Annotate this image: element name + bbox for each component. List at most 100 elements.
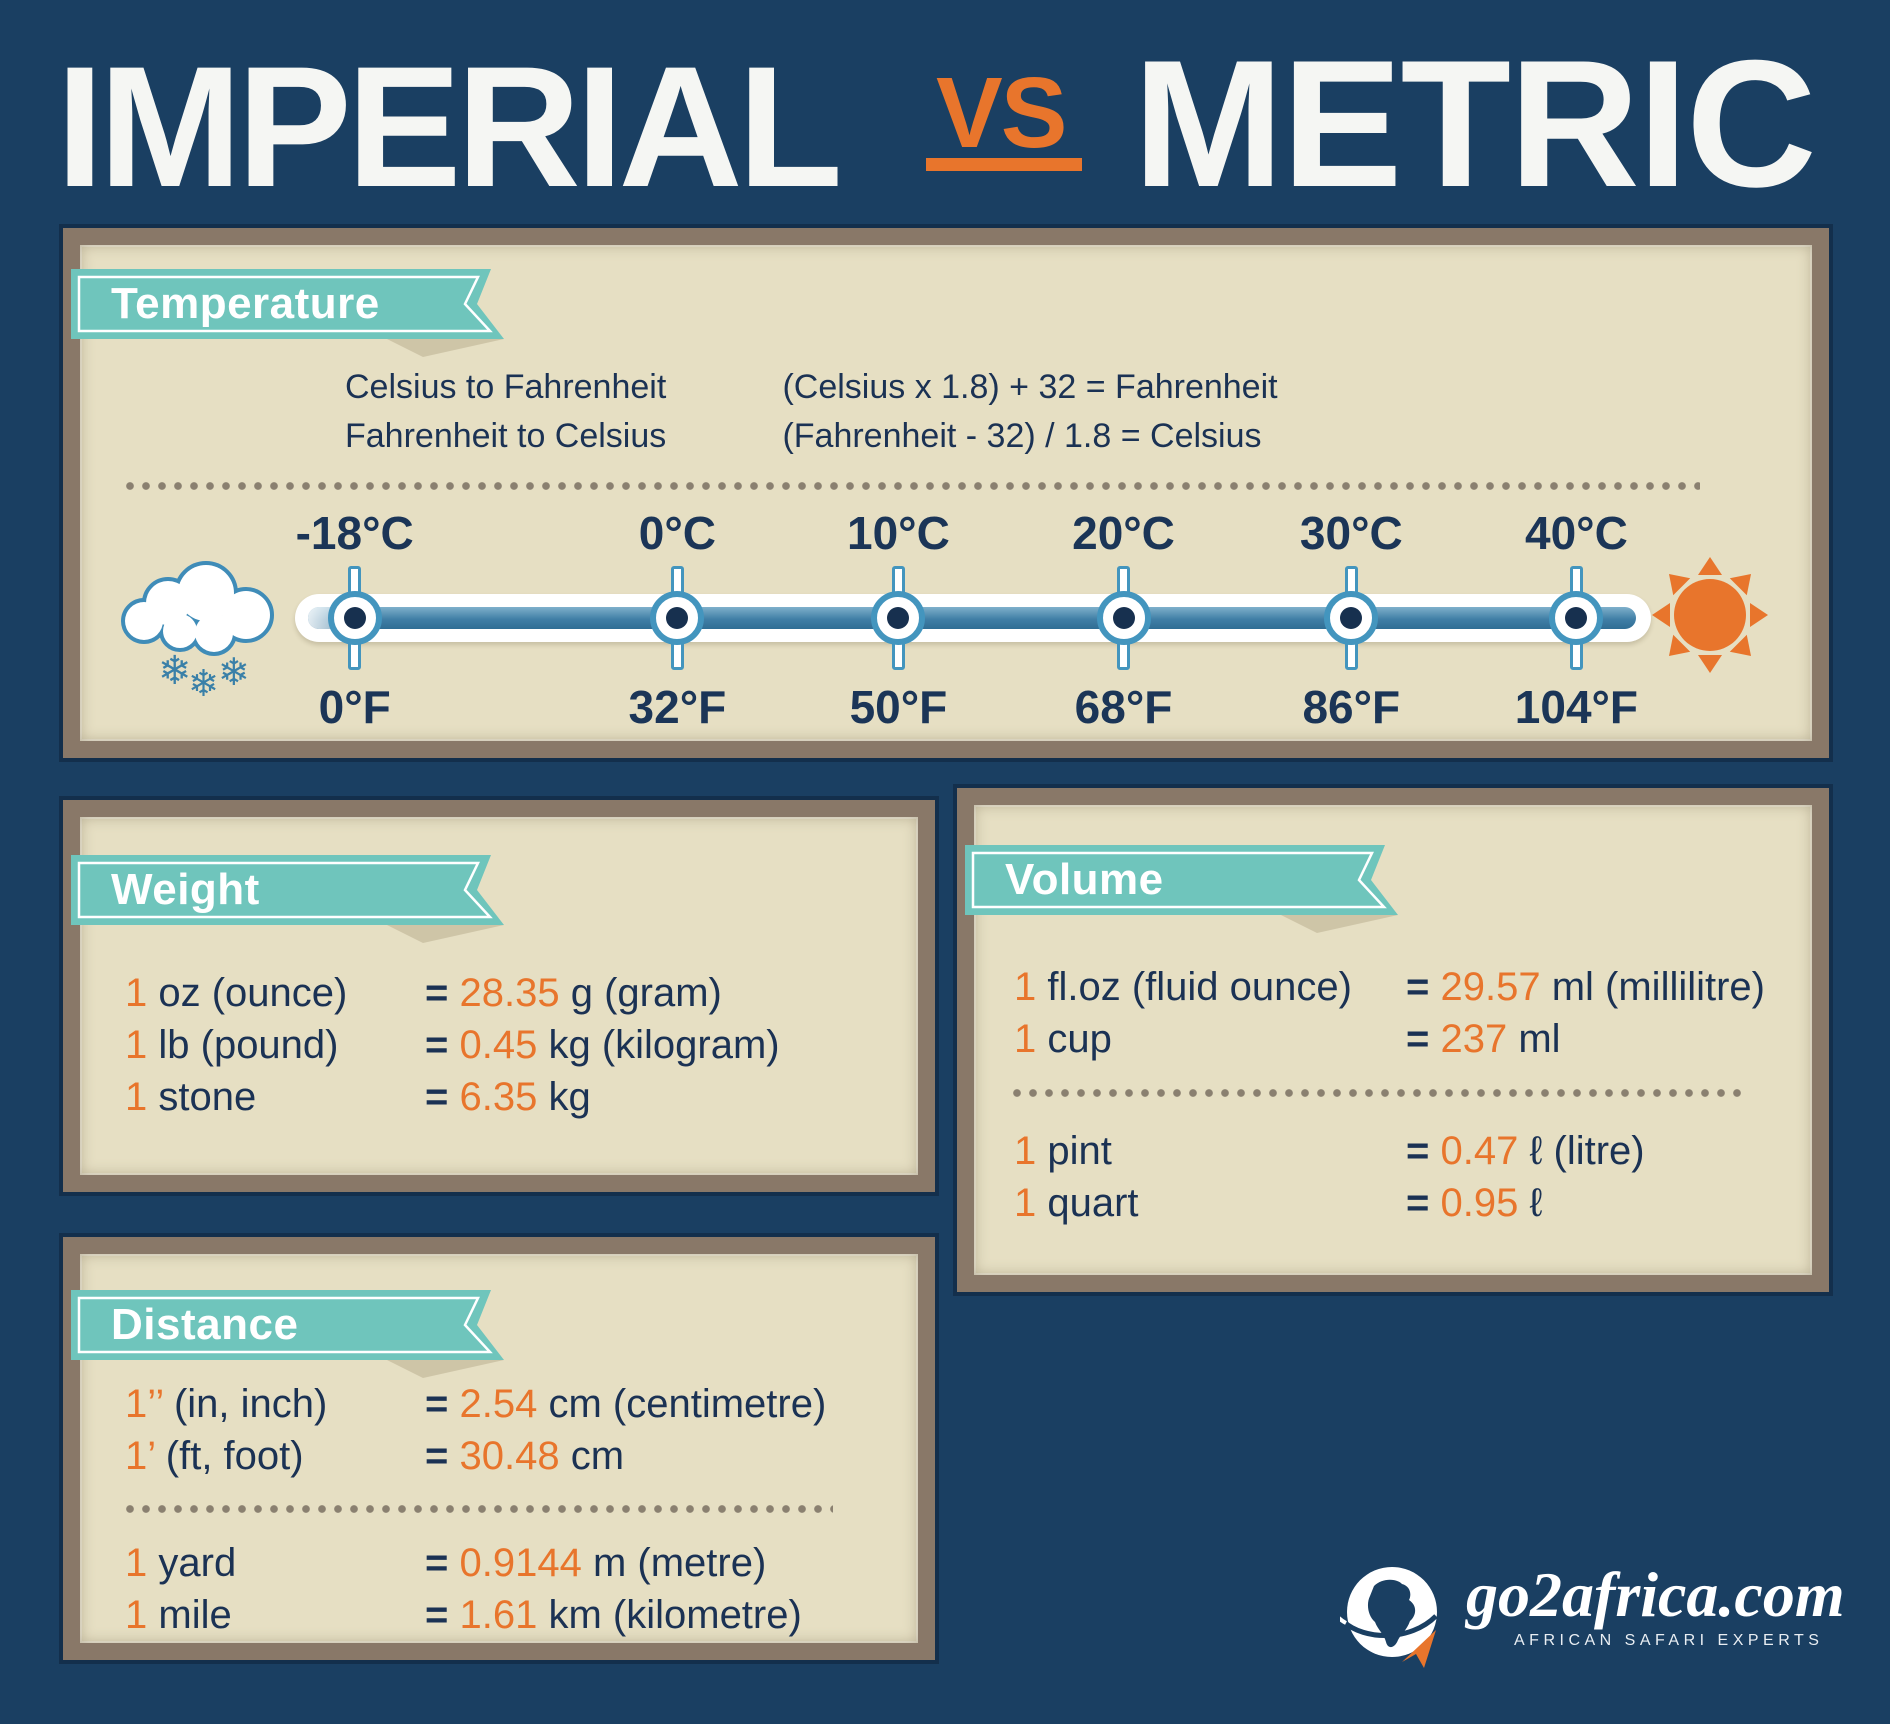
row-quantity: 1: [1014, 1017, 1037, 1061]
formula-expression: (Celsius x 1.8) + 32 = Fahrenheit: [782, 368, 1278, 406]
row-quantity: 1: [125, 1023, 148, 1067]
row-quantity: 1: [1014, 965, 1037, 1009]
go2africa-logo: go2africa.com AFRICAN SAFARI EXPERTS: [1340, 1560, 1845, 1675]
section-heading-volume: Volume: [1005, 855, 1164, 904]
row-metric-unit: ml: [1518, 1017, 1561, 1061]
tick-marker: [650, 591, 705, 645]
row-value: 0.95: [1440, 1181, 1519, 1225]
section-heading-temperature: Temperature: [111, 279, 380, 328]
fahrenheit-label: 50°F: [849, 681, 948, 733]
fahrenheit-label: 68°F: [1074, 681, 1173, 733]
equals-sign: =: [425, 1382, 449, 1426]
distance-rows-bottom: 1 yard = 0.9144 m (metre) 1 mile = 1.61 …: [125, 1537, 908, 1641]
title-metric: METRIC: [1133, 23, 1817, 225]
volume-ribbon: Volume: [965, 845, 1398, 937]
formula-label: Fahrenheit to Celsius: [345, 417, 667, 455]
row-metric-unit: kg: [548, 1075, 591, 1119]
equals-sign: =: [425, 1593, 449, 1637]
logo-wordmark: go2africa.com: [1466, 1559, 1845, 1630]
row-quantity: 1: [1014, 1181, 1037, 1225]
conversion-row: 1’ (ft, foot) = 30.48 cm: [125, 1430, 908, 1482]
dotted-divider: [125, 481, 1700, 491]
equals-sign: =: [1406, 1017, 1430, 1061]
volume-rows-top: 1 fl.oz (fluid ounce) = 29.57 ml (millil…: [1014, 961, 1802, 1065]
weight-ribbon: Weight: [71, 855, 504, 947]
temperature-scale-track: -18°C 0°F 0°C 32°F 10°C 50°F 20°C 68°F: [295, 507, 1651, 733]
tick-dot: [1340, 607, 1363, 629]
vs-underline: [926, 158, 1082, 171]
row-unit: mile: [158, 1593, 232, 1637]
celsius-label: 40°C: [1525, 507, 1628, 559]
row-value: 2.54: [459, 1382, 538, 1426]
row-unit: pint: [1047, 1129, 1112, 1173]
row-quantity: 1’: [125, 1434, 155, 1478]
sun-icon: [1650, 555, 1770, 675]
row-value: 0.9144: [459, 1541, 582, 1585]
globe-africa-icon: [1340, 1567, 1438, 1668]
row-quantity: 1: [125, 1541, 148, 1585]
volume-rows-bottom: 1 pint = 0.47 ℓ (litre) 1 quart = 0.95 ℓ: [1014, 1125, 1802, 1229]
distance-rows-top: 1’’ (in, inch) = 2.54 cm (centimetre) 1’…: [125, 1378, 908, 1482]
row-value: 6.35: [459, 1075, 538, 1119]
row-unit: quart: [1047, 1181, 1139, 1225]
tick-marker: [1096, 591, 1151, 645]
row-quantity: 1: [125, 971, 148, 1015]
title-vs: VS: [936, 57, 1067, 169]
tick-dot: [1565, 607, 1588, 629]
row-value: 30.48: [459, 1434, 560, 1478]
volume-panel: Volume 1 fl.oz (fluid ounce) = 29.57 ml …: [957, 788, 1829, 1292]
row-unit: stone: [158, 1075, 257, 1119]
section-heading-weight: Weight: [111, 865, 260, 914]
dotted-divider: [125, 1504, 833, 1514]
row-value: 237: [1440, 1017, 1508, 1061]
conversion-row: 1 oz (ounce) = 28.35 g (gram): [125, 967, 908, 1019]
fahrenheit-label: 86°F: [1302, 681, 1401, 733]
conversion-row: 1 pint = 0.47 ℓ (litre): [1014, 1125, 1802, 1177]
equals-sign: =: [1406, 1181, 1430, 1225]
tick-marker: [1549, 591, 1604, 645]
cursor-arrow-icon: [1402, 1630, 1436, 1668]
tick-dot: [887, 607, 910, 629]
fahrenheit-label: 0°F: [318, 681, 391, 733]
fahrenheit-label: 32°F: [628, 681, 727, 733]
row-quantity: 1: [125, 1075, 148, 1119]
equals-sign: =: [425, 1434, 449, 1478]
ribbon-shape: [71, 269, 504, 357]
celsius-label: -18°C: [295, 507, 414, 559]
formula-row: Celsius to Fahrenheit (Celsius x 1.8) + …: [345, 363, 1278, 412]
section-heading-distance: Distance: [111, 1300, 299, 1349]
row-metric-unit: m (metre): [592, 1541, 767, 1585]
celsius-label: 30°C: [1299, 507, 1403, 559]
dotted-divider: [1012, 1088, 1742, 1098]
tick-marker: [871, 591, 926, 645]
row-value: 0.45: [459, 1023, 538, 1067]
tick-dot: [1112, 607, 1135, 629]
row-unit: fl.oz (fluid ounce): [1047, 965, 1352, 1009]
snowflake-icon: ❄: [188, 662, 220, 705]
row-unit: lb (pound): [158, 1023, 339, 1067]
row-quantity: 1’’: [125, 1382, 163, 1426]
temperature-panel: Temperature Celsius to Fahrenheit (Celsi…: [63, 228, 1829, 758]
conversion-row: 1 fl.oz (fluid ounce) = 29.57 ml (millil…: [1014, 961, 1802, 1013]
row-metric-unit: ml (millilitre): [1551, 965, 1765, 1009]
celsius-label: 20°C: [1072, 507, 1175, 559]
temperature-ribbon: Temperature: [71, 269, 504, 361]
celsius-label: 0°C: [638, 507, 716, 559]
conversion-row: 1’’ (in, inch) = 2.54 cm (centimetre): [125, 1378, 908, 1430]
conversion-row: 1 lb (pound) = 0.45 kg (kilogram): [125, 1019, 908, 1071]
formula-label: Celsius to Fahrenheit: [345, 368, 667, 406]
row-metric-unit: ℓ: [1529, 1181, 1543, 1225]
equals-sign: =: [425, 971, 449, 1015]
row-metric-unit: g (gram): [570, 971, 722, 1015]
equals-sign: =: [425, 1075, 449, 1119]
row-metric-unit: cm: [570, 1434, 625, 1478]
snowflake-icon: ❄: [158, 648, 192, 694]
row-metric-unit: kg (kilogram): [548, 1023, 780, 1067]
tick-marker: [327, 591, 382, 645]
equals-sign: =: [425, 1541, 449, 1585]
conversion-row: 1 cup = 237 ml: [1014, 1013, 1802, 1065]
tick-marker: [1324, 591, 1379, 645]
fahrenheit-label: 104°F: [1514, 681, 1639, 733]
row-unit: (ft, foot): [165, 1434, 304, 1478]
conversion-row: 1 quart = 0.95 ℓ: [1014, 1177, 1802, 1229]
